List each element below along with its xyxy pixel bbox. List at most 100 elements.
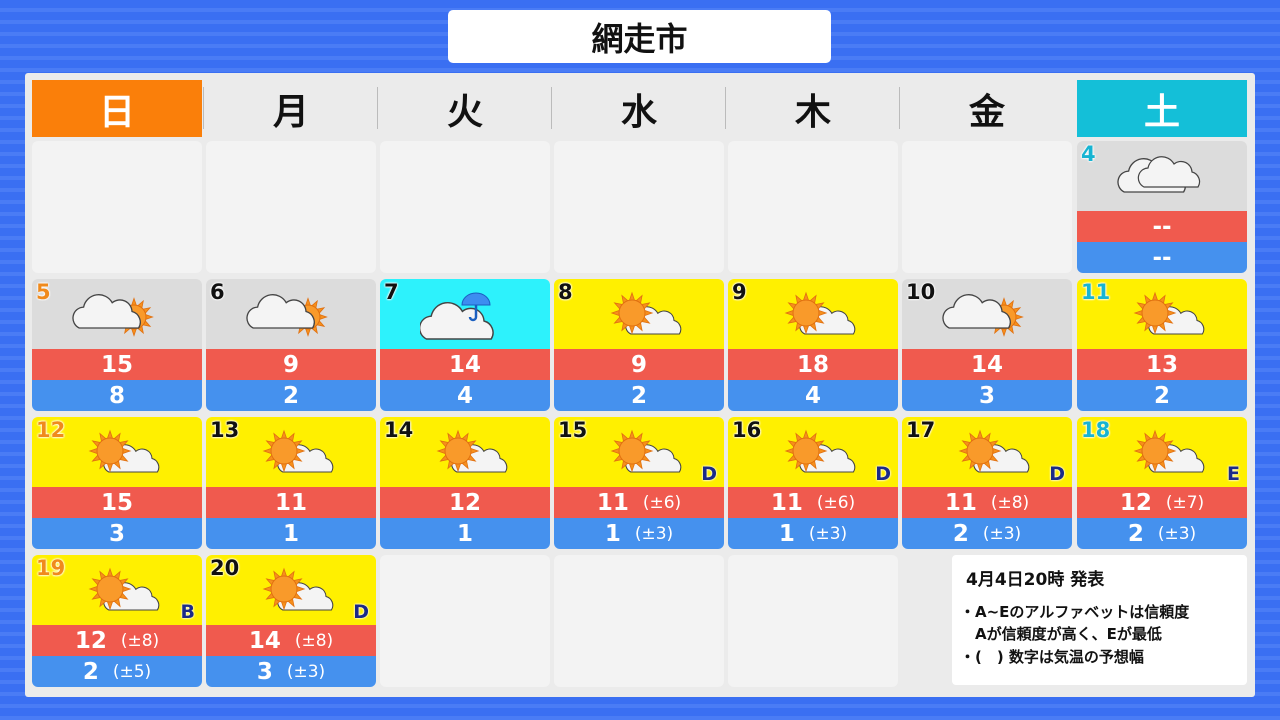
high-temp: 15: [32, 349, 202, 380]
low-value: 2: [282, 382, 299, 409]
high-value: 13: [1145, 351, 1178, 378]
low-value: --: [1152, 244, 1172, 271]
high-range: (±8): [990, 492, 1030, 513]
high-value: 15: [100, 489, 133, 516]
weather-icon: [436, 429, 508, 473]
high-temp: 18: [728, 349, 898, 380]
weather-area: 14: [380, 417, 550, 487]
weather-area: 13: [206, 417, 376, 487]
low-value: 3: [256, 658, 273, 685]
low-temp: --: [1077, 242, 1247, 273]
day-cell: 14 12 1: [380, 417, 550, 549]
weather-icon: [246, 294, 328, 337]
weather-area: 17 D: [902, 417, 1072, 487]
low-range: (±3): [286, 661, 326, 682]
high-value: 11: [596, 489, 629, 516]
low-value: 2: [1153, 382, 1170, 409]
cloud-icon: [1137, 156, 1201, 188]
high-value: 12: [448, 489, 481, 516]
low-value: 4: [804, 382, 821, 409]
divider: [203, 87, 204, 129]
low-range: (±3): [982, 523, 1022, 544]
low-temp: 8: [32, 380, 202, 411]
high-value: 9: [630, 351, 647, 378]
high-value: 14: [970, 351, 1003, 378]
sun-icon: [1133, 429, 1177, 473]
weather-icon: [1117, 156, 1201, 193]
day-cell: 8 9 2: [554, 279, 724, 411]
weather-area: 20 D: [206, 555, 376, 625]
high-value: 11: [274, 489, 307, 516]
date-number: 7: [384, 280, 399, 304]
day-cell: 6 9 2: [206, 279, 376, 411]
high-temp: 12 (±7): [1077, 487, 1247, 518]
high-range: (±8): [120, 630, 160, 651]
sun-icon: [784, 429, 828, 473]
high-temp: 11 (±8): [902, 487, 1072, 518]
weather-icon: [942, 294, 1024, 337]
weekday-header: 火: [446, 91, 483, 133]
date-number: 10: [906, 280, 936, 304]
reliability-grade: D: [353, 601, 369, 623]
weather-area: 12: [32, 417, 202, 487]
low-temp: 1 (±3): [728, 518, 898, 549]
low-value: 1: [456, 520, 473, 547]
day-cell: 19 B 12 (±8) 2 (±5): [32, 555, 202, 687]
day-cell: 12 15 3: [32, 417, 202, 549]
sun-icon: [262, 429, 306, 473]
high-value: --: [1152, 213, 1172, 240]
empty-day-cell: [728, 555, 898, 687]
empty-day-cell: [206, 141, 376, 273]
weather-area: 4: [1077, 141, 1247, 211]
date-number: 4: [1081, 142, 1096, 166]
weather-area: 6: [206, 279, 376, 349]
low-temp: 2 (±3): [1077, 518, 1247, 549]
day-cell: 9 18 4: [728, 279, 898, 411]
date-number: 11: [1081, 280, 1111, 304]
high-value: 12: [74, 627, 107, 654]
low-value: 8: [108, 382, 125, 409]
low-value: 2: [630, 382, 647, 409]
day-cell: 11 13 2: [1077, 279, 1247, 411]
high-temp: 9: [206, 349, 376, 380]
high-temp: 9: [554, 349, 724, 380]
date-number: 18: [1081, 418, 1111, 442]
sun-icon: [436, 429, 480, 473]
low-value: 1: [604, 520, 621, 547]
low-value: 3: [108, 520, 125, 547]
day-cell: 7 14 4: [380, 279, 550, 411]
date-number: 16: [732, 418, 762, 442]
reliability-grade: E: [1227, 463, 1240, 485]
sun-icon: [610, 291, 654, 335]
date-number: 12: [36, 418, 66, 442]
high-value: 18: [796, 351, 829, 378]
high-range: (±6): [816, 492, 856, 513]
sun-icon: [1133, 291, 1177, 335]
weather-area: 8: [554, 279, 724, 349]
day-cell: 5 15 8: [32, 279, 202, 411]
weather-area: 11: [1077, 279, 1247, 349]
high-range: (±8): [294, 630, 334, 651]
day-cell: 13 11 1: [206, 417, 376, 549]
high-temp: 14 (±8): [206, 625, 376, 656]
empty-day-cell: [380, 141, 550, 273]
day-cell: 20 D 14 (±8) 3 (±3): [206, 555, 376, 687]
high-temp: --: [1077, 211, 1247, 242]
weather-icon: [610, 429, 682, 473]
weather-icon: [420, 292, 494, 340]
note-line: ・( ) 数字は気温の予想幅: [960, 648, 1144, 666]
date-number: 20: [210, 556, 240, 580]
weekday-header: 日: [32, 80, 202, 137]
high-value: 15: [100, 351, 133, 378]
weekday-header: 月: [272, 91, 309, 133]
date-number: 14: [384, 418, 414, 442]
low-temp: 1: [380, 518, 550, 549]
low-value: 2: [952, 520, 969, 547]
day-cell: 17 D 11 (±8) 2 (±3): [902, 417, 1072, 549]
high-temp: 14: [380, 349, 550, 380]
date-number: 6: [210, 280, 225, 304]
low-temp: 2: [1077, 380, 1247, 411]
weekday-header: 水: [620, 91, 657, 133]
legend-note: 4月4日20時 発表 ・A~Eのアルファベットは信頼度 Aが信頼度が高く、Eが最…: [952, 555, 1247, 685]
weather-icon: [262, 429, 334, 473]
